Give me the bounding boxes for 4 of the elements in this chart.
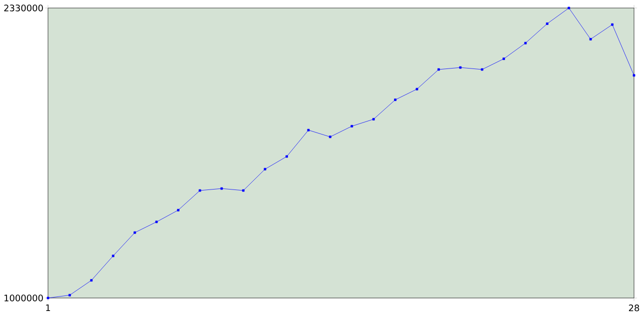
x-tick-label: 1 (46, 304, 50, 312)
y-tick-label: 2330000 (4, 4, 43, 12)
y-tick-label: 1000000 (4, 294, 43, 302)
x-tick-label: 28 (628, 304, 640, 312)
